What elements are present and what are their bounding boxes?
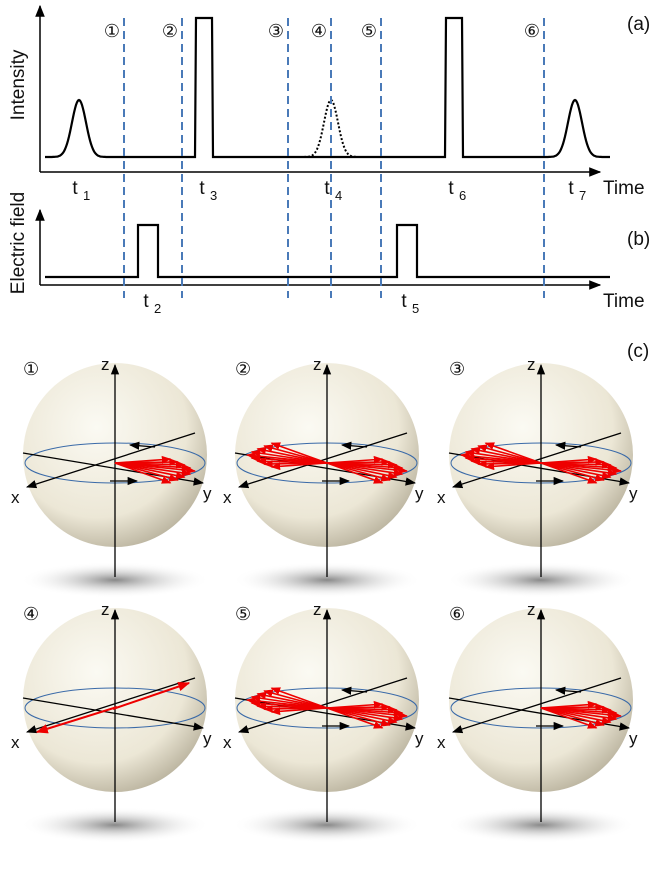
axis-label: z	[527, 600, 536, 619]
panel-b: (b) Electric field Time	[8, 192, 650, 312]
y-label: Electric field	[8, 192, 29, 294]
time-subscript: 2	[154, 301, 161, 316]
bloch-sphere: ⑤ z x y	[223, 600, 424, 843]
bloch-sphere: ② z x y	[223, 355, 424, 598]
axis-label: z	[101, 600, 110, 619]
time-subscript: 3	[210, 188, 217, 203]
time-label: t	[324, 178, 330, 199]
time-subscript: 6	[459, 188, 466, 203]
axis-label: z	[313, 600, 322, 619]
panel-label: (b)	[627, 229, 650, 250]
sphere-step: ⑤	[235, 604, 251, 624]
axis-label: x	[437, 733, 446, 752]
axis-label: z	[101, 355, 110, 374]
time-label: t	[72, 178, 78, 199]
bloch-sphere: ④ z x y	[11, 600, 212, 843]
step-marker: ①	[104, 21, 120, 41]
step-marker: ③	[268, 21, 284, 41]
time-subscript: 1	[83, 188, 90, 203]
x-label: Time	[603, 291, 645, 312]
bloch-sphere: ③ z x y	[437, 355, 638, 598]
panel-label: (c)	[627, 341, 649, 362]
step-marker: ②	[162, 21, 178, 41]
field-trace	[45, 225, 610, 277]
axis-label: x	[223, 488, 232, 507]
sphere-step: ④	[23, 604, 39, 624]
axis-label: y	[203, 484, 212, 503]
time-label: t	[448, 178, 454, 199]
axis-label: y	[629, 484, 638, 503]
figure: (a) Intensity Time (b) Electric field Ti…	[0, 0, 657, 864]
sphere-step: ①	[23, 359, 39, 379]
bloch-sphere: ① z x y	[11, 355, 212, 598]
time-label: t	[401, 291, 407, 312]
time-label: t	[143, 291, 149, 312]
sphere-step: ⑥	[449, 604, 465, 624]
time-subscript: 5	[412, 301, 419, 316]
panel-label: (a)	[627, 14, 650, 35]
x-label: Time	[603, 178, 645, 199]
axis-label: x	[223, 733, 232, 752]
time-subscript: 7	[579, 188, 586, 203]
axis-label: z	[527, 355, 536, 374]
axis-label: y	[415, 729, 424, 748]
time-label: t	[199, 178, 205, 199]
axis-label: y	[203, 729, 212, 748]
bloch-sphere: ⑥ z x y	[437, 600, 638, 843]
axis-label: y	[629, 729, 638, 748]
step-marker: ⑤	[361, 21, 377, 41]
axis-label: x	[11, 733, 20, 752]
time-label: t	[568, 178, 574, 199]
sphere-step: ③	[449, 359, 465, 379]
time-subscript: 4	[335, 188, 342, 203]
step-marker: ④	[311, 21, 327, 41]
y-label: Intensity	[8, 49, 29, 120]
axis-label: y	[415, 484, 424, 503]
axis-label: x	[11, 488, 20, 507]
axis-label: x	[437, 488, 446, 507]
sphere-step: ②	[235, 359, 251, 379]
axis-label: z	[313, 355, 322, 374]
step-marker: ⑥	[524, 21, 540, 41]
